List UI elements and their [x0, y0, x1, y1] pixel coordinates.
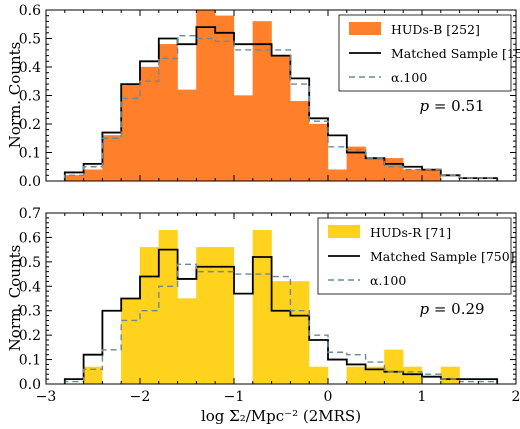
bottom-y-tick-label: 0.6	[19, 230, 41, 246]
bottom-legend-label: Matched Sample [750]	[370, 249, 515, 264]
bottom-huds-bar	[440, 366, 460, 385]
bottom-p-value: p = 0.29	[419, 300, 484, 318]
top-legend-label: Matched Sample [1500]	[391, 46, 520, 61]
bottom-y-tick-label: 0.7	[19, 206, 41, 222]
bottom-series-alpha100-line	[64, 263, 498, 384]
bottom-x-tick-label: −3	[36, 389, 57, 405]
bottom-x-tick-label: 0	[324, 389, 333, 405]
bottom-y-tick-label: 0.5	[19, 255, 41, 271]
top-y-tick-label: 0.5	[19, 32, 41, 48]
top-huds-bar	[252, 21, 272, 182]
bottom-legend-label: α.100	[370, 273, 406, 288]
top-y-tick-label: 0.4	[19, 60, 41, 76]
top-huds-bar	[384, 158, 404, 182]
x-axis-label: log Σ₂/Mpc⁻² (2MRS)	[201, 407, 361, 425]
bottom-huds-bar	[403, 366, 423, 385]
top-huds-bar	[139, 66, 159, 182]
bottom-huds-bar	[196, 247, 216, 385]
bottom-y-tick-label: 0.2	[19, 328, 41, 344]
top-series-matched-line	[63, 26, 499, 181]
top-huds-bar	[403, 169, 423, 182]
top-huds-bar	[177, 89, 197, 182]
top-huds-bar	[421, 169, 441, 182]
top-huds-bar	[309, 123, 329, 182]
bottom-huds-bar	[271, 281, 291, 385]
top-huds-bar	[102, 135, 122, 182]
top-huds-bar	[215, 15, 235, 182]
top-y-tick-label: 0.3	[19, 89, 41, 105]
bottom-plot-frame	[45, 212, 517, 385]
top-huds-bar	[365, 158, 385, 182]
bottom-y-tick-label: 0.3	[19, 304, 41, 320]
bottom-series-matched-line	[63, 248, 499, 384]
bottom-huds-bar	[290, 281, 310, 385]
bottom-x-tick-label: −1	[224, 389, 245, 405]
top-p-value: p = 0.51	[419, 97, 484, 115]
top-huds-bar	[158, 44, 178, 182]
top-legend-swatch-huds	[349, 22, 381, 35]
bottom-y-tick-label: 0.4	[19, 279, 41, 295]
top-huds-bar	[290, 101, 310, 182]
bottom-huds-bar	[309, 366, 329, 385]
top-huds-bar	[327, 169, 347, 182]
bottom-legend: HUDs-R [71] Matched Sample [750] α.100	[317, 217, 515, 295]
top-y-tick-label: 0.1	[19, 146, 41, 162]
bottom-panel: 0.0 0.1 0.2 0.3 0.4 0.5 0.6 0.7 −3 −2 −1 0 1 2 HUDs-R …	[19, 206, 520, 405]
top-y-tick-label: 0.2	[19, 117, 41, 133]
bottom-huds-bar	[177, 298, 197, 385]
top-legend: HUDs-B [252] Matched Sample [1500] α.100	[338, 14, 520, 92]
top-y-axis-label: Norm. Counts	[6, 42, 24, 149]
top-series-alpha100-line	[64, 34, 498, 181]
top-huds-bar	[271, 55, 291, 182]
top-legend-label: HUDs-B [252]	[391, 22, 480, 37]
bottom-legend-swatch-huds	[328, 225, 360, 238]
bottom-huds-bar	[158, 229, 178, 385]
bottom-huds-bar	[252, 229, 272, 385]
top-y-tick-label: 0.6	[19, 3, 41, 19]
top-huds-bar	[64, 175, 84, 182]
top-legend-label: α.100	[391, 70, 427, 85]
bottom-huds-bar	[384, 349, 404, 385]
bottom-huds-bar	[139, 247, 159, 385]
bottom-x-tick-label: 2	[512, 389, 520, 405]
bottom-y-tick-label: 0.0	[19, 377, 41, 393]
bottom-huds-bar	[215, 247, 235, 385]
bottom-x-tick-label: −2	[130, 389, 151, 405]
bottom-legend-label: HUDs-R [71]	[370, 225, 451, 240]
top-huds-bar	[196, 9, 216, 182]
top-panel: 0.0 0.1 0.2 0.3 0.4 0.5 0.6 HUDs-B [252] Matched…	[19, 3, 520, 190]
bottom-x-tick-label: 1	[418, 389, 427, 405]
bottom-huds-bar	[121, 298, 141, 385]
bottom-huds-bar	[346, 366, 366, 385]
top-huds-bar	[233, 95, 253, 182]
bottom-y-tick-label: 0.1	[19, 353, 41, 369]
top-huds-bar	[83, 169, 103, 182]
bottom-y-axis-label: Norm. Counts	[6, 245, 24, 352]
top-y-tick-label: 0.0	[19, 174, 41, 190]
